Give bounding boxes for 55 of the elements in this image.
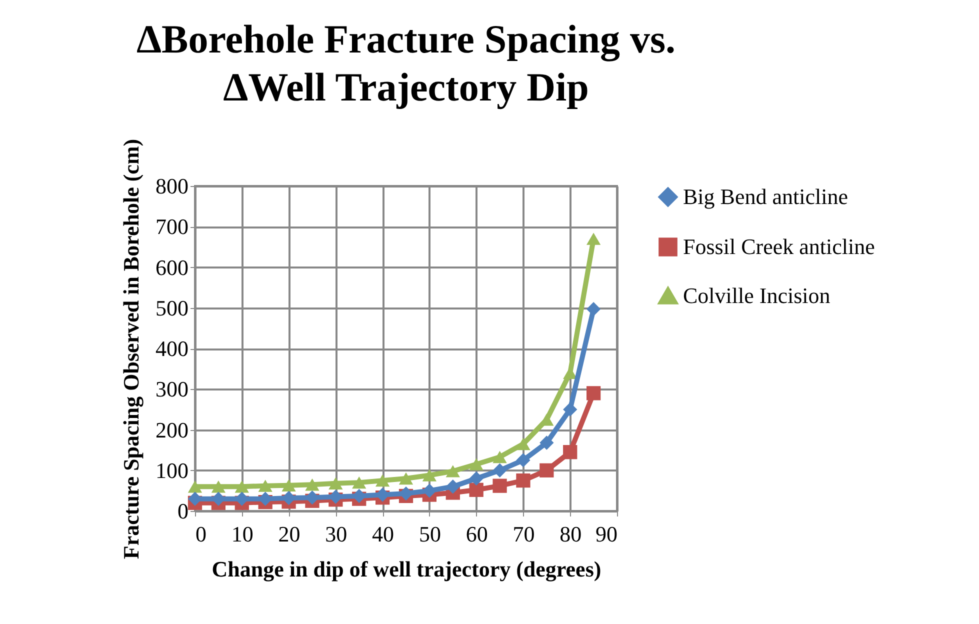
x-axis-title: Change in dip of well trajectory (degrees) [212,556,602,582]
y-tick-label: 700 [156,214,188,240]
x-tick-label: 0 [196,522,206,546]
y-tick-label: 0 [178,498,188,524]
y-tick-label: 300 [156,376,188,402]
point [352,476,366,489]
y-tick-label: 400 [156,336,188,361]
point [469,458,484,470]
y-tick-label: 100 [156,458,188,483]
point [258,480,272,492]
y-tick-label: 500 [156,295,188,320]
point [540,463,554,478]
point [282,479,296,492]
point [492,478,507,493]
point [586,302,601,316]
x-tick-label: 30 [325,522,348,546]
x-tick-label: 20 [278,522,300,546]
point [305,478,320,491]
point [469,482,484,497]
y-tick-label: 600 [156,254,188,280]
x-tick-label: 40 [372,522,394,546]
point [446,480,460,494]
point [516,453,530,468]
x-tick-label: 90 [596,522,618,546]
point [516,473,530,488]
point [446,465,460,478]
point [492,450,507,464]
point [422,484,437,498]
point [211,480,226,493]
legend-label: Big Bend anticline [683,184,848,209]
y-axis-title: Fracture Spacing Observed in Borehole (cm) [118,138,144,560]
point [422,469,437,482]
chart-title: ΔBorehole Fracture Spacing vs. ΔWell Trajectory Dip [136,16,676,110]
point [586,386,601,400]
point [469,471,484,486]
legend-label: Fossil Creek anticline [683,234,875,259]
x-tick-label: 80 [560,522,582,546]
point [540,436,554,450]
y-tick-label: 800 [156,174,188,198]
point [328,477,343,490]
point [234,480,249,493]
point [563,402,578,417]
point [398,472,414,485]
point [563,445,578,460]
point [586,232,601,245]
x-tick-label: 50 [418,522,441,546]
point [516,438,530,450]
y-tick-label: 200 [156,417,188,442]
point [188,480,202,493]
point [492,463,507,478]
x-tick-label: 10 [231,522,254,546]
legend-label: Colville Incision [683,283,830,308]
x-tick-label: 70 [512,522,535,546]
x-tick-label: 60 [466,522,488,546]
point [375,474,390,487]
